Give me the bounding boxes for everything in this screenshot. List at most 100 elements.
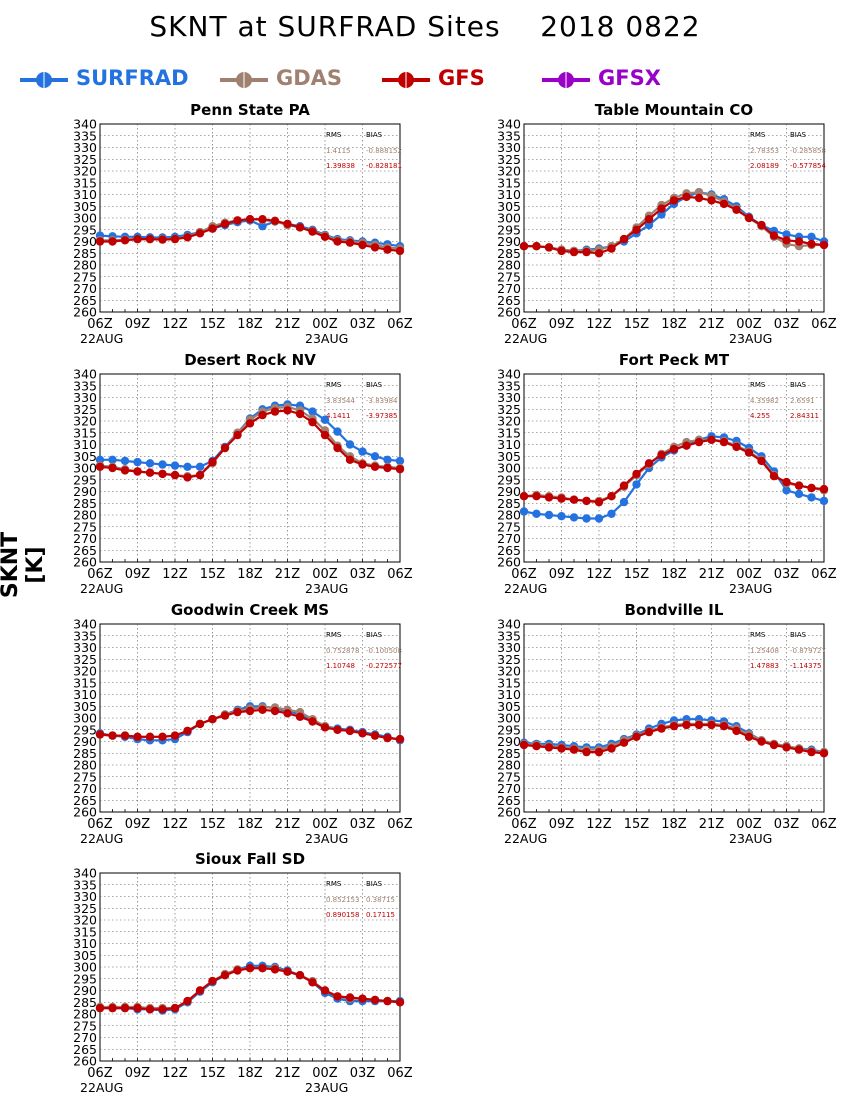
stats-rms-gdas: 3.83544: [326, 397, 355, 405]
data-point-gfs: [594, 747, 604, 757]
data-point-surfrad: [569, 513, 579, 522]
y-tick-label: 265: [73, 1042, 97, 1057]
data-point-gfs: [258, 215, 267, 224]
data-point-surfrad: [557, 512, 566, 521]
legend-swatch-gfs: [382, 72, 430, 88]
data-point-gfs: [158, 732, 167, 741]
data-point-gfs: [719, 199, 729, 209]
x-tick-label: 06Z: [511, 317, 537, 332]
y-tick-label: 305: [73, 199, 97, 214]
stats-bias-header: BIAS: [790, 381, 807, 389]
x-tick-label: 00Z: [736, 317, 762, 332]
y-tick-label: 285: [497, 246, 521, 261]
data-point-gfs: [807, 483, 816, 493]
y-tick-label: 290: [73, 484, 97, 499]
data-point-gfs: [308, 717, 317, 726]
y-tick-label: 290: [497, 234, 521, 249]
data-point-surfrad: [120, 456, 130, 466]
data-point-surfrad: [395, 456, 405, 466]
data-point-gfs: [383, 245, 392, 254]
panel-title: Table Mountain CO: [595, 101, 753, 119]
y-tick-label: 285: [73, 746, 97, 761]
y-tick-label: 265: [497, 793, 521, 808]
data-point-gfs: [632, 732, 641, 741]
y-tick-label: 325: [497, 152, 521, 167]
stats-bias-gdas: -0.100508: [366, 647, 402, 655]
data-point-gfs: [769, 740, 779, 750]
date-label: 22AUG: [504, 331, 547, 346]
data-point-gfs: [619, 234, 629, 244]
y-tick-label: 310: [497, 437, 521, 452]
x-tick-label: 06Z: [811, 567, 837, 582]
date-label: 22AUG: [504, 581, 547, 596]
data-point-gfs: [333, 725, 342, 734]
y-tick-label: 275: [497, 269, 521, 284]
y-tick-label: 335: [497, 628, 521, 643]
x-tick-label: 18Z: [661, 317, 687, 332]
data-point-gfs: [782, 743, 791, 752]
y-tick-label: 295: [73, 222, 97, 237]
data-point-gfs: [544, 743, 554, 752]
y-tick-label: 265: [73, 793, 97, 808]
data-point-gfs: [120, 1003, 130, 1013]
data-point-gfs: [370, 731, 380, 740]
panel-4: Goodwin Creek MS 260265270275280285290295…: [73, 601, 413, 846]
data-point-gfs: [220, 971, 230, 980]
data-point-gfs: [544, 493, 554, 502]
data-point-gfs: [395, 734, 405, 744]
y-tick-label: 305: [73, 449, 97, 464]
data-point-surfrad: [782, 230, 791, 239]
legend-label-surfrad: SURFRAD: [76, 66, 189, 90]
data-point-gfs: [108, 463, 117, 473]
x-tick-label: 06Z: [511, 567, 537, 582]
data-point-gfs: [669, 722, 679, 731]
data-point-gfs: [383, 996, 392, 1006]
x-tick-label: 12Z: [586, 317, 612, 332]
y-tick-label: 300: [497, 461, 521, 476]
legend-label-gfs: GFS: [438, 66, 485, 90]
y-tick-label: 285: [73, 246, 97, 261]
y-tick-label: 340: [497, 367, 521, 382]
legend-swatch-gfsx: [542, 72, 590, 88]
data-point-surfrad: [582, 514, 591, 523]
stats-bias-gfs: -0.828181: [366, 162, 402, 170]
y-tick-label: 335: [73, 378, 97, 393]
legend-item-surfrad: SURFRAD: [18, 64, 198, 96]
x-tick-label: 06Z: [811, 817, 837, 832]
data-point-gfs: [644, 727, 654, 737]
y-tick-label: 300: [497, 711, 521, 726]
y-tick-label: 335: [497, 378, 521, 393]
data-point-surfrad: [819, 496, 829, 506]
data-point-gfs: [220, 443, 230, 453]
data-point-gfs: [333, 237, 342, 246]
x-tick-label: 06Z: [87, 817, 113, 832]
panel-5: Bondville IL2602652702752802852902953003…: [497, 601, 837, 846]
y-tick-label: 280: [497, 508, 521, 523]
stats-bias-gdas: 2.6591: [790, 397, 815, 405]
panel-6: Sioux Fall SD 260265270275280285290295300…: [73, 850, 413, 1095]
data-point-surfrad: [170, 461, 180, 470]
data-point-gfs: [782, 236, 791, 245]
x-tick-label: 12Z: [162, 1066, 188, 1081]
y-tick-label: 305: [497, 449, 521, 464]
y-tick-label: 270: [73, 281, 97, 296]
y-tick-label: 295: [497, 472, 521, 487]
data-point-gfs: [320, 986, 330, 995]
data-point-gfs: [320, 430, 330, 440]
panel-title: Desert Rock NV: [184, 351, 316, 369]
data-point-gfs: [295, 971, 305, 980]
y-tick-label: 315: [73, 425, 97, 440]
y-tick-label: 290: [497, 734, 521, 749]
data-point-gfs: [145, 732, 155, 741]
data-point-surfrad: [532, 509, 541, 518]
data-point-gfs: [245, 706, 255, 716]
stats-rms-gfs: 2.08189: [750, 162, 779, 170]
data-point-surfrad: [333, 427, 342, 436]
x-tick-label: 00Z: [312, 567, 338, 582]
y-tick-label: 290: [73, 734, 97, 749]
data-point-gfs: [544, 243, 554, 252]
data-point-gfs: [158, 1005, 167, 1014]
y-tick-label: 305: [497, 699, 521, 714]
stats-bias-gdas: -3.83984: [366, 397, 398, 405]
